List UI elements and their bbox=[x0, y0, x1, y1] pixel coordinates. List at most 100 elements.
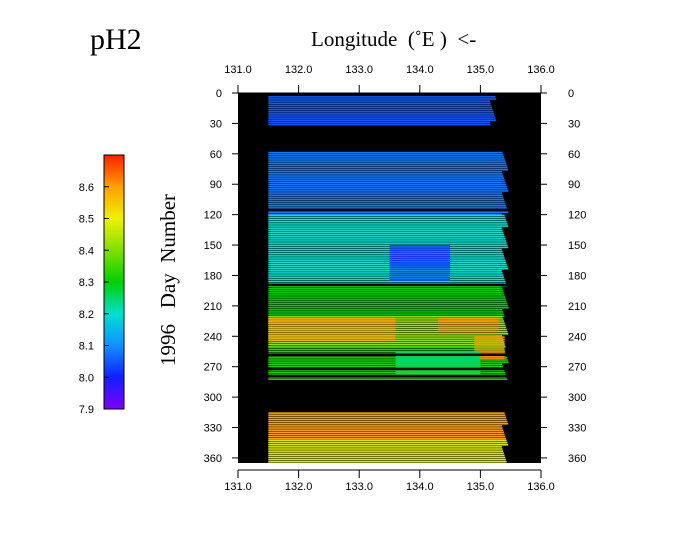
patch-stripe bbox=[395, 366, 481, 368]
patch-stripe bbox=[474, 340, 505, 343]
patch-stripe bbox=[389, 274, 451, 277]
data-stripe bbox=[268, 121, 490, 124]
patch-stripe bbox=[437, 326, 499, 329]
data-stripe bbox=[268, 422, 509, 425]
y-tick-label-right: 300 bbox=[568, 392, 586, 404]
data-stripe bbox=[268, 227, 502, 230]
y-tick-label-right: 270 bbox=[568, 362, 586, 374]
data-stripe bbox=[268, 361, 509, 363]
colorbar-tick-label: 8.1 bbox=[79, 341, 94, 353]
data-stripe bbox=[268, 202, 506, 205]
patch-stripe bbox=[437, 318, 499, 320]
data-stripe bbox=[268, 115, 495, 117]
patch-stripe bbox=[389, 251, 451, 254]
x-tick-label-top: 133.0 bbox=[345, 64, 373, 76]
data-stripe bbox=[268, 454, 505, 457]
y-tick-label-left: 180 bbox=[204, 270, 222, 282]
data-stripe bbox=[268, 238, 506, 240]
patch-stripe bbox=[389, 272, 451, 275]
patch-stripe bbox=[389, 255, 451, 258]
data-stripe bbox=[268, 302, 508, 305]
y-tick-label-left: 150 bbox=[204, 240, 222, 252]
data-stripe bbox=[268, 276, 504, 278]
data-stripe bbox=[268, 223, 508, 225]
y-tick-label-left: 300 bbox=[204, 392, 222, 404]
patch-stripe bbox=[437, 324, 499, 327]
x-tick-label-top: 136.0 bbox=[527, 64, 555, 76]
data-stripe bbox=[268, 435, 506, 438]
data-stripe bbox=[268, 229, 503, 232]
x-tick-label-bottom: 131.0 bbox=[224, 481, 252, 493]
patch-stripe bbox=[395, 364, 481, 366]
x-tick-label-top: 135.0 bbox=[467, 64, 495, 76]
patch-stripe bbox=[389, 270, 451, 273]
patch-stripe bbox=[268, 337, 396, 339]
gap-line bbox=[238, 353, 541, 357]
patch-stripe bbox=[389, 247, 451, 249]
data-stripe bbox=[268, 274, 504, 276]
data-stripe bbox=[268, 173, 503, 175]
colorbar-tick-label: 8.5 bbox=[79, 214, 94, 226]
data-stripe bbox=[268, 110, 494, 113]
y-tick-label-left: 0 bbox=[216, 88, 222, 100]
data-stripe bbox=[268, 244, 508, 247]
data-stripe bbox=[268, 416, 507, 419]
data-stripe bbox=[268, 123, 491, 126]
data-stripe bbox=[268, 158, 505, 160]
data-stripe bbox=[268, 296, 506, 298]
data-stripe bbox=[268, 233, 504, 236]
y-tick-label-left: 240 bbox=[204, 331, 222, 343]
x-tick-label-top: 132.0 bbox=[285, 64, 313, 76]
patch-stripe bbox=[389, 266, 451, 268]
data-stripe bbox=[268, 278, 505, 281]
data-stripe bbox=[268, 181, 506, 184]
colorbar-tick-label: 8.4 bbox=[79, 245, 94, 257]
data-stripe bbox=[268, 255, 504, 257]
data-stripe bbox=[268, 205, 507, 207]
data-stripe bbox=[268, 162, 507, 165]
patch-stripe bbox=[474, 342, 505, 345]
patch-stripe bbox=[474, 355, 505, 358]
data-stripe bbox=[268, 311, 504, 313]
data-stripe bbox=[268, 427, 503, 429]
y-tick-label-left: 30 bbox=[210, 118, 222, 130]
colorbar-tick-label: 8.6 bbox=[79, 182, 94, 194]
data-stripe bbox=[268, 313, 504, 315]
y-tick-label-right: 210 bbox=[568, 301, 586, 313]
data-stripe bbox=[268, 304, 508, 307]
data-stripe bbox=[268, 433, 505, 436]
data-stripe bbox=[268, 213, 502, 216]
data-stripe bbox=[268, 117, 496, 119]
patch-stripe bbox=[389, 276, 451, 279]
patch-stripe bbox=[395, 370, 481, 373]
gap-line bbox=[238, 367, 541, 371]
y-tick-label-right: 120 bbox=[568, 210, 586, 222]
plot-area bbox=[238, 93, 541, 463]
patch-stripe bbox=[474, 336, 505, 338]
x-tick-label-bottom: 132.0 bbox=[285, 481, 313, 493]
data-stripe bbox=[268, 218, 507, 221]
y-tick-label-right: 180 bbox=[568, 270, 586, 282]
data-stripe bbox=[268, 289, 504, 292]
patch-stripe bbox=[268, 328, 396, 331]
data-stripe bbox=[268, 285, 502, 288]
data-stripe bbox=[268, 108, 493, 111]
data-stripe bbox=[268, 287, 503, 290]
patch-stripe bbox=[268, 335, 396, 337]
data-stripe bbox=[268, 196, 504, 199]
patch-stripe bbox=[395, 355, 481, 358]
x-tick-label-bottom: 136.0 bbox=[527, 481, 555, 493]
data-stripe bbox=[268, 100, 490, 102]
data-stripe bbox=[268, 431, 504, 434]
y-tick-label-left: 270 bbox=[204, 362, 222, 374]
data-stripe bbox=[268, 294, 505, 296]
data-stripe bbox=[268, 309, 503, 311]
data-stripe bbox=[268, 194, 503, 196]
data-stripe bbox=[268, 348, 505, 351]
data-stripe bbox=[268, 371, 506, 374]
patch-stripe bbox=[395, 372, 481, 375]
patch-stripe bbox=[268, 318, 396, 320]
data-stripe bbox=[268, 263, 507, 266]
data-stripe bbox=[268, 156, 505, 158]
y-tick-label-right: 30 bbox=[568, 118, 580, 130]
